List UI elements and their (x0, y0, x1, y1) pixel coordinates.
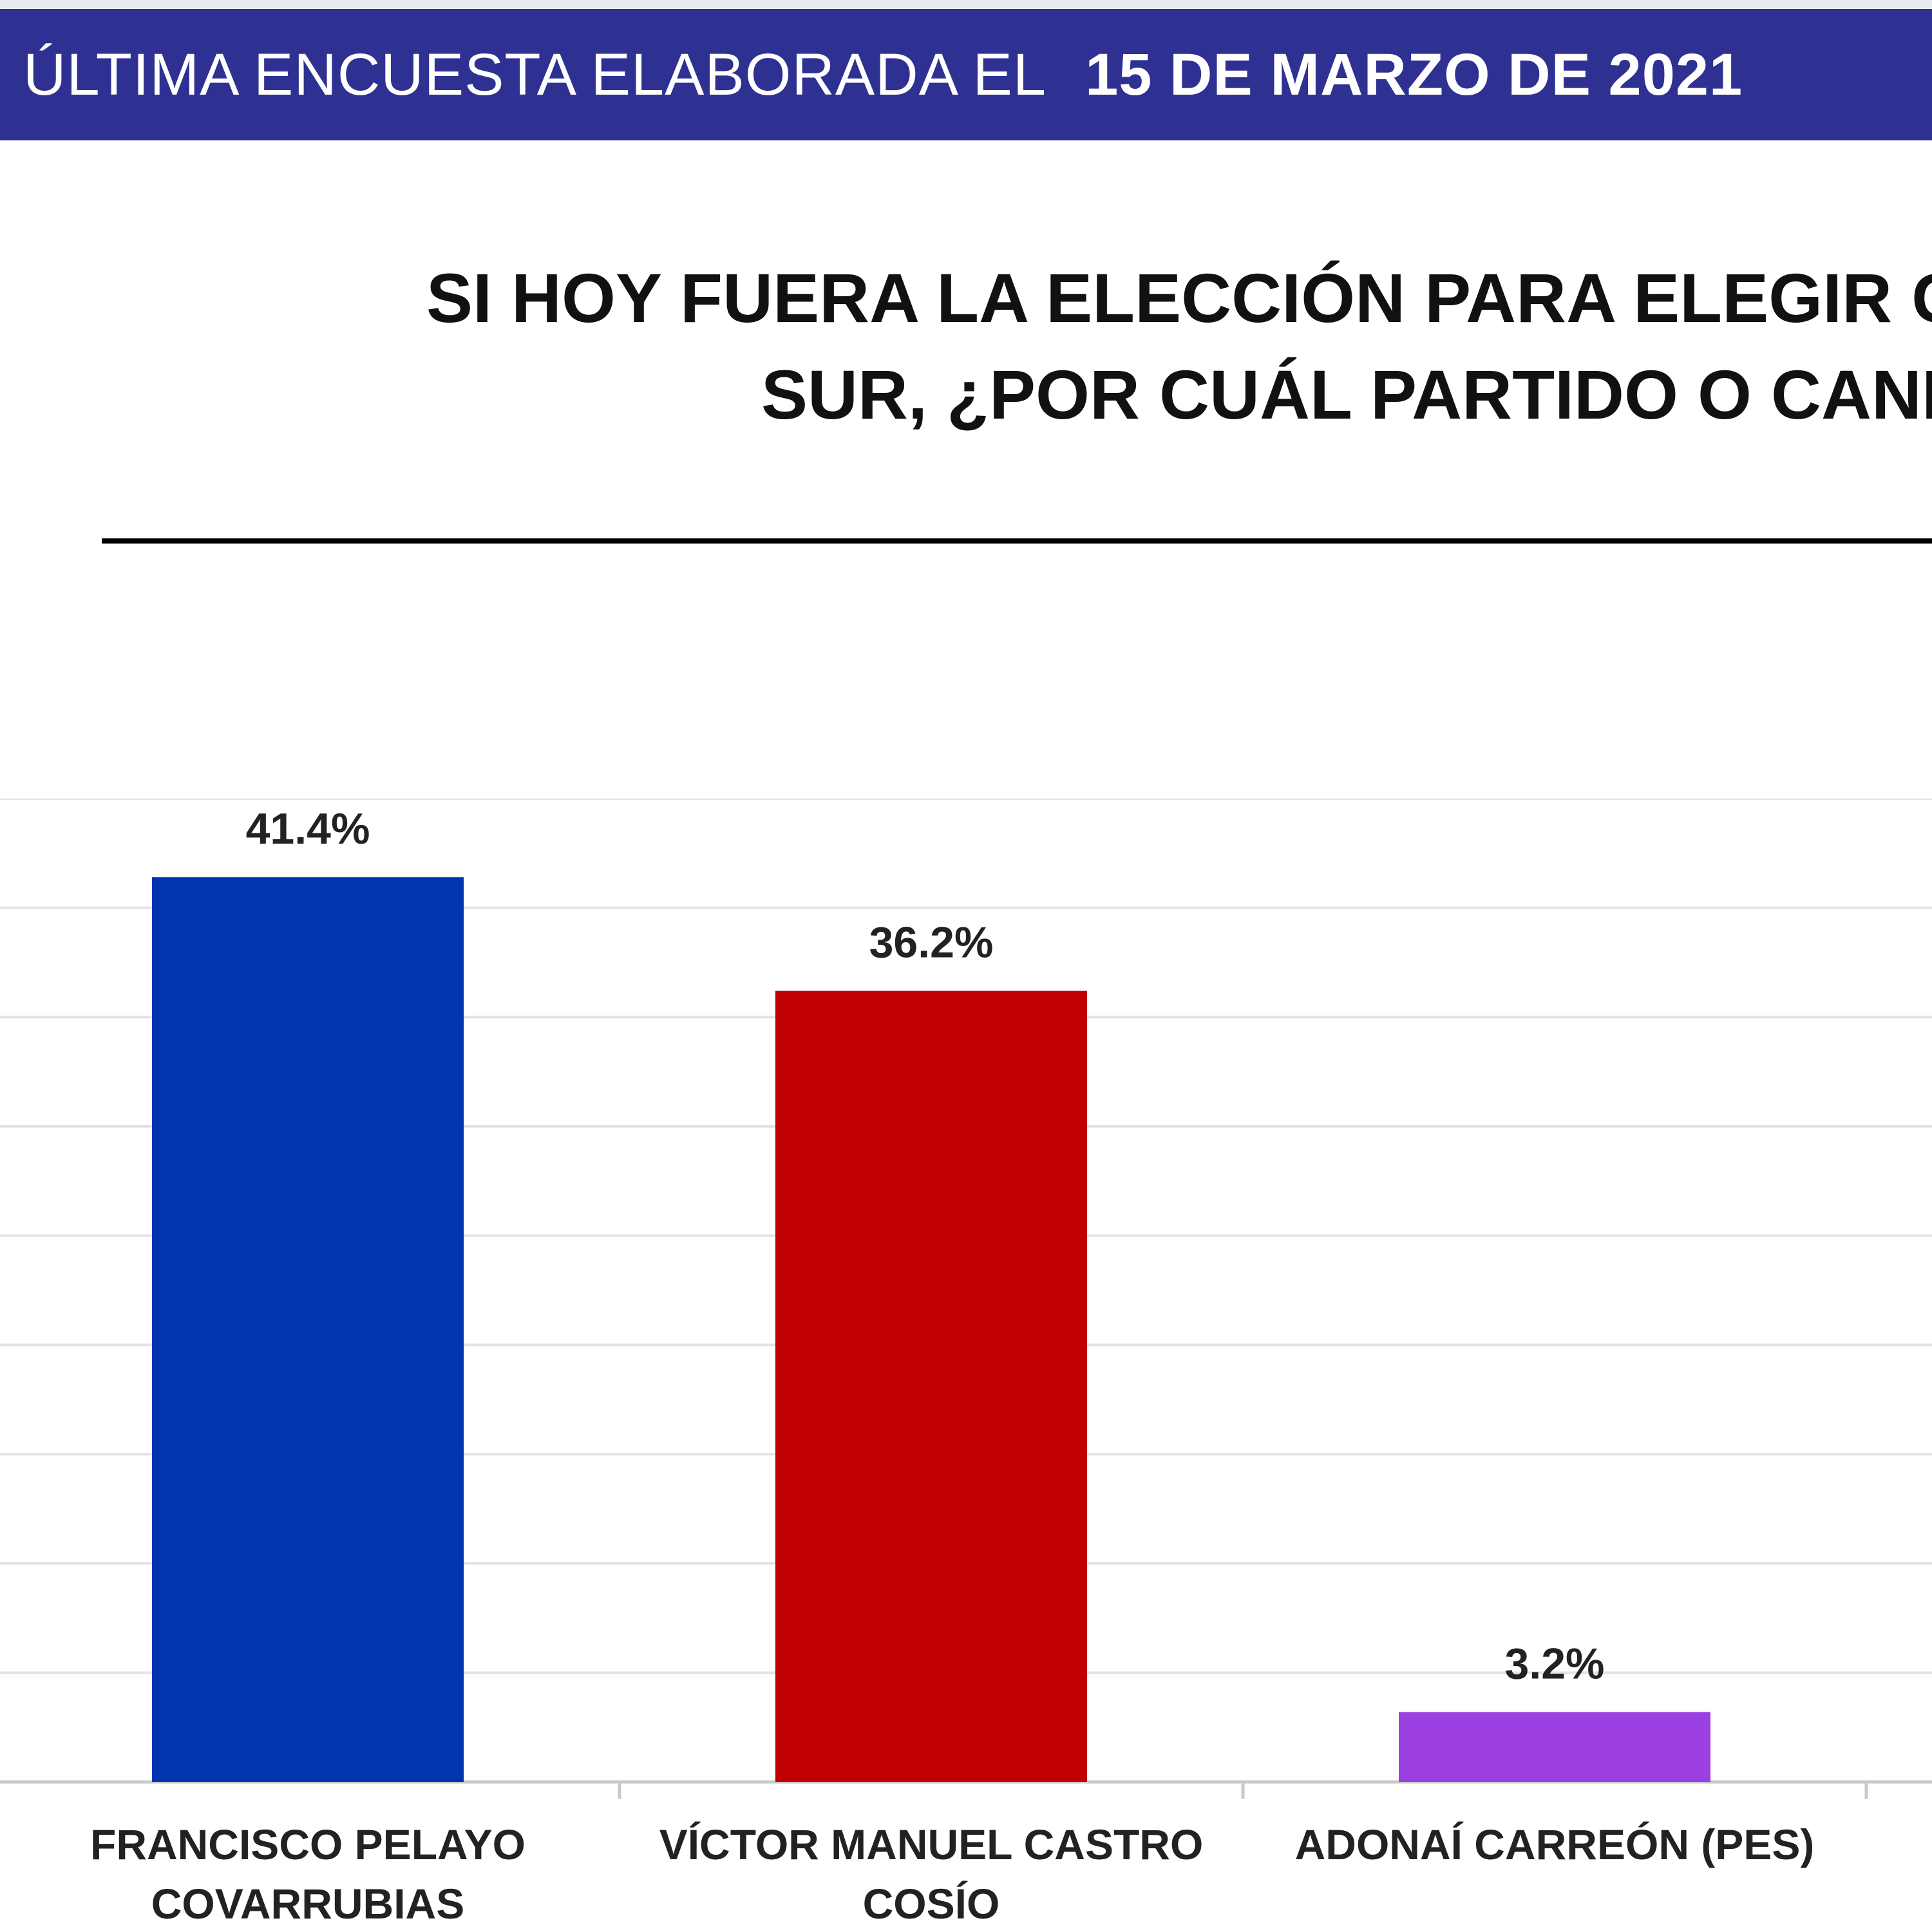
chart-question: SI HOY FUERA LA ELECCIÓN PARA ELEGIR GO … (0, 258, 1932, 451)
bar (1399, 1712, 1710, 1782)
category-label: VÍCTOR MANUEL CASTRO (659, 1821, 1204, 1868)
question-line-1: SI HOY FUERA LA ELECCIÓN PARA ELEGIR GO (426, 259, 1932, 337)
top-strip (0, 0, 1932, 9)
banner-date: 15 DE MARZO DE 2021 (1085, 41, 1743, 108)
category-label: ADONAÍ CARREÓN (PES) (1295, 1821, 1815, 1868)
data-label: 36.2% (869, 918, 994, 967)
title-divider (102, 538, 1932, 544)
category-label: FRANCISCO PELAYO (90, 1821, 526, 1868)
banner-lead-text: ÚLTIMA ENCUESTA ELABORADA EL (23, 41, 1047, 108)
survey-date-banner: ÚLTIMA ENCUESTA ELABORADA EL 15 DE MARZO… (0, 9, 1932, 140)
category-label: COVARRUBIAS (151, 1880, 464, 1927)
data-label: 3.2% (1505, 1639, 1605, 1688)
bar-chart: 41.4% FRANCISCO PELAYO COVARRUBIAS 36.2% VÍC… (0, 799, 1932, 1927)
bar (775, 990, 1087, 1782)
data-label: 41.4% (246, 804, 370, 853)
question-line-2: SUR, ¿POR CUÁL PARTIDO O CAND (761, 355, 1932, 433)
category-label: COSÍO (863, 1880, 1000, 1927)
bar (152, 877, 464, 1782)
